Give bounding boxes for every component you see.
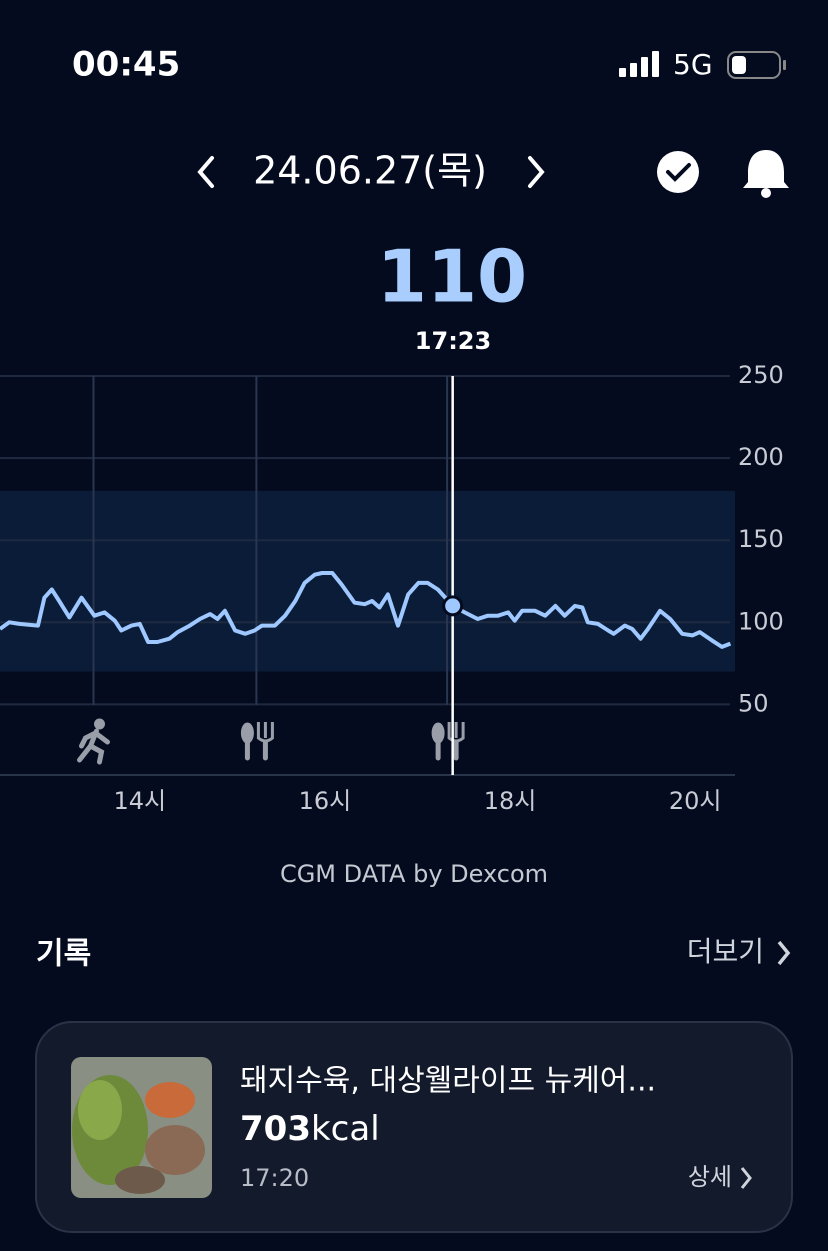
next-day-button[interactable] [528,156,545,188]
record-time: 17:20 [240,1164,309,1192]
verified-button[interactable] [657,151,699,193]
x-tick-label: 16시 [299,787,352,815]
y-tick-label: 50 [738,689,769,717]
detail-chevron [740,1167,752,1189]
icon-part [93,718,105,730]
battery-icon [727,51,786,79]
calories-value: 703 [240,1109,311,1149]
calories-unit: kcal [311,1109,380,1149]
more-link[interactable]: 더보기 [687,935,764,968]
notification-button[interactable] [743,150,789,198]
y-tick-label: 100 [738,607,784,635]
prev-day-button[interactable] [197,156,214,188]
cursor-point [442,595,464,617]
record-name: 돼지수육, 대상웰라이프 뉴케어... [240,1064,656,1099]
icon-part [453,739,459,761]
x-tick-label: 18시 [484,787,537,815]
section-title: 기록 [36,937,91,972]
exercise-icon [76,718,110,765]
signal-icon [619,51,659,77]
icon-part [244,739,250,761]
x-tick-label: 14시 [113,787,166,815]
y-tick-label: 250 [738,361,784,389]
more-chevron [777,940,791,966]
glucose-chart: 50 100 150 200 250 14시 16시 18시 20시 [0,361,784,815]
status-time: 00:45 [72,45,180,85]
y-tick-label: 200 [738,443,784,471]
icon-part [435,739,441,761]
icon-part [76,728,110,765]
target-range [0,490,735,672]
record-calories: 703kcal [240,1109,380,1149]
food-photo [71,1057,212,1198]
icon-part [262,739,268,761]
detail-link[interactable]: 상세 [688,1163,732,1191]
record-card[interactable] [35,1021,793,1233]
date-label: 24.06.27(목) [253,149,487,193]
current-time: 17:23 [415,327,491,355]
meal-icon [240,722,274,761]
x-tick-label: 20시 [669,787,722,815]
glucose-line [0,571,732,649]
y-tick-label: 150 [738,525,784,553]
source-note: CGM DATA by Dexcom [280,860,548,888]
meal-icon [431,722,465,761]
current-value: 110 [377,235,527,319]
network-label: 5G [673,48,713,81]
